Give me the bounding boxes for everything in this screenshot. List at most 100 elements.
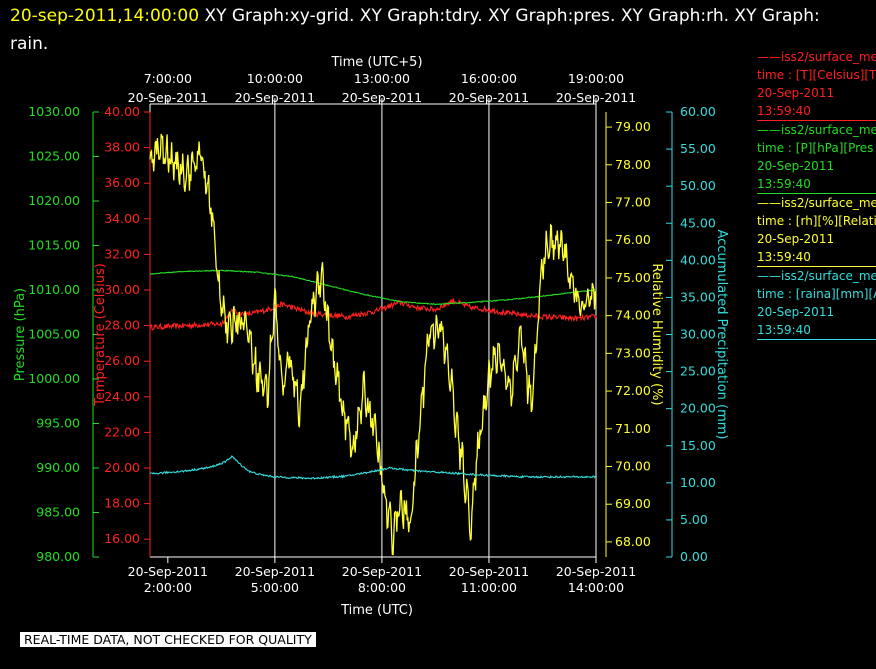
x-top-tick-time: 10:00:00: [247, 71, 303, 86]
precip-tick-label: 0.00: [680, 549, 708, 564]
legend-series-fields: time : [P][hPa][Pres: [757, 141, 874, 155]
x-bottom-tick-date: 20-Sep-2011: [342, 564, 422, 579]
precip-tick-label: 45.00: [680, 215, 716, 230]
temperature-tick-label: 16.00: [104, 531, 140, 546]
pressure-axis-title: Pressure (hPa): [13, 288, 28, 381]
temperature-tick-label: 40.00: [104, 104, 140, 119]
x-bottom-tick-date: 20-Sep-2011: [556, 564, 636, 579]
pressure-tick-label: 985.00: [36, 505, 80, 520]
rh-tick-label: 74.00: [615, 308, 651, 323]
precip-tick-label: 60.00: [680, 104, 716, 119]
legend-date: 20-Sep-2011: [757, 86, 835, 100]
x-bottom-tick-time: 8:00:00: [358, 580, 406, 595]
series-line-rh: [149, 133, 597, 556]
rh-tick-label: 76.00: [615, 232, 651, 247]
precip-tick-label: 20.00: [680, 401, 716, 416]
temperature-axis-title: Temperature (Celsius): [93, 263, 108, 407]
precip-tick-label: 35.00: [680, 289, 716, 304]
precip-tick-label: 25.00: [680, 364, 716, 379]
legend-series-fields: time : [T][Celsius][T: [757, 68, 876, 82]
pressure-tick-label: 1000.00: [28, 371, 80, 386]
rh-tick-label: 79.00: [615, 119, 651, 134]
legend-date: 20-Sep-2011: [757, 232, 835, 246]
pressure-tick-label: 995.00: [36, 416, 80, 431]
pressure-tick-label: 1010.00: [28, 282, 80, 297]
temperature-tick-label: 36.00: [104, 175, 140, 190]
x-top-tick-time: 19:00:00: [568, 71, 624, 86]
legend-time: 13:59:40: [757, 177, 811, 191]
legend-time: 13:59:40: [757, 104, 811, 118]
rh-tick-label: 75.00: [615, 270, 651, 285]
precip-tick-label: 15.00: [680, 438, 716, 453]
pressure-tick-label: 1025.00: [28, 149, 80, 164]
legend-date: 20-Sep-2011: [757, 159, 835, 173]
series-line-temperature: [149, 298, 597, 331]
precip-tick-label: 10.00: [680, 475, 716, 490]
x-top-tick-date: 20-Sep-2011: [235, 90, 315, 105]
legend-series-fields: time : [raina][mm][A: [757, 287, 876, 301]
legend-series-name-text: iss2/surface_me: [781, 123, 876, 137]
x-bottom-tick-time: 2:00:00: [144, 580, 192, 595]
legend-series-name: ——iss2/surface_me: [757, 48, 876, 66]
legend-series-name-text: iss2/surface_me: [781, 50, 876, 64]
rh-tick-label: 78.00: [615, 157, 651, 172]
precip-tick-label: 40.00: [680, 252, 716, 267]
pressure-tick-label: 1015.00: [28, 238, 80, 253]
rh-axis-title: Relative Humidity (%): [649, 263, 664, 405]
legend-series-name-text: iss2/surface_me: [781, 269, 876, 283]
x-top-tick-date: 20-Sep-2011: [342, 90, 422, 105]
pressure-tick-label: 1030.00: [28, 104, 80, 119]
x-top-title: Time (UTC+5): [330, 55, 422, 70]
pressure-tick-label: 990.00: [36, 460, 80, 475]
pressure-tick-label: 1020.00: [28, 193, 80, 208]
x-top-tick-date: 20-Sep-2011: [556, 90, 636, 105]
x-bottom-tick-date: 20-Sep-2011: [449, 564, 529, 579]
temperature-tick-label: 20.00: [104, 460, 140, 475]
precip-tick-label: 55.00: [680, 141, 716, 156]
precip-tick-label: 30.00: [680, 327, 716, 342]
x-top-tick-time: 7:00:00: [144, 71, 192, 86]
temperature-tick-label: 24.00: [104, 389, 140, 404]
pressure-tick-label: 980.00: [36, 549, 80, 564]
legend-entry: ——iss2/surface_me time : [rh][%][Relati 20…: [757, 194, 876, 267]
x-bottom-tick-time: 11:00:00: [461, 580, 517, 595]
rh-tick-label: 73.00: [615, 345, 651, 360]
legend-swatch: ——: [757, 269, 781, 283]
legend-swatch: ——: [757, 50, 781, 64]
legend-time: 13:59:40: [757, 250, 811, 264]
rh-tick-label: 68.00: [615, 534, 651, 549]
legend-swatch: ——: [757, 123, 781, 137]
legend-series-name: ——iss2/surface_me: [757, 267, 876, 285]
rh-tick-label: 72.00: [615, 383, 651, 398]
temperature-tick-label: 38.00: [104, 140, 140, 155]
temperature-tick-label: 26.00: [104, 353, 140, 368]
legend: ——iss2/surface_me time : [T][Celsius][T 20…: [757, 48, 876, 340]
legend-series-name: ——iss2/surface_me: [757, 121, 876, 139]
rh-tick-label: 77.00: [615, 195, 651, 210]
temperature-tick-label: 22.00: [104, 424, 140, 439]
x-bottom-title: Time (UTC): [340, 603, 413, 618]
x-bottom-tick-time: 14:00:00: [568, 580, 624, 595]
header-timestamp: 20-sep-2011,14:00:00: [10, 6, 200, 26]
x-top-tick-time: 16:00:00: [461, 71, 517, 86]
x-top-tick-date: 20-Sep-2011: [449, 90, 529, 105]
rh-tick-label: 70.00: [615, 458, 651, 473]
series-line-precip: [149, 455, 596, 480]
legend-time: 13:59:40: [757, 323, 811, 337]
legend-series-name-text: iss2/surface_me: [781, 196, 876, 210]
rh-tick-label: 71.00: [615, 421, 651, 436]
legend-series-fields: time : [rh][%][Relati: [757, 214, 876, 228]
legend-date: 20-Sep-2011: [757, 305, 835, 319]
temperature-tick-label: 34.00: [104, 211, 140, 226]
header-titles: 20-sep-2011,14:00:00 XY Graph:xy-grid. X…: [10, 2, 860, 58]
disclaimer-banner: REAL-TIME DATA, NOT CHECKED FOR QUALITY: [20, 632, 316, 647]
temperature-tick-label: 30.00: [104, 282, 140, 297]
temperature-tick-label: 32.00: [104, 246, 140, 261]
precip-tick-label: 50.00: [680, 178, 716, 193]
rh-tick-label: 69.00: [615, 496, 651, 511]
precip-tick-label: 5.00: [680, 512, 708, 527]
